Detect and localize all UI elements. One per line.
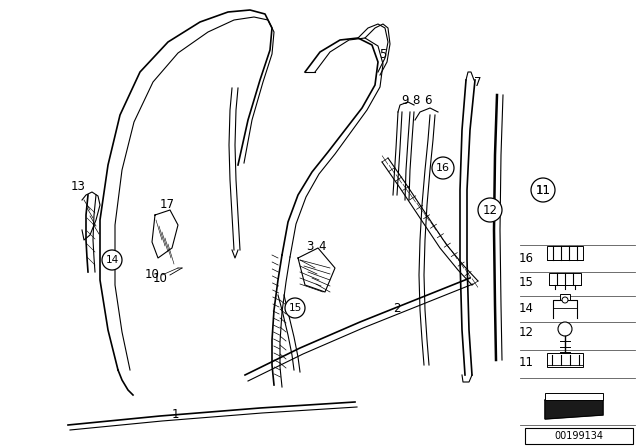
FancyBboxPatch shape: [525, 428, 633, 444]
Text: 2: 2: [393, 302, 401, 314]
Text: 6: 6: [424, 94, 432, 107]
Text: 14: 14: [106, 255, 118, 265]
Text: 8: 8: [412, 94, 420, 107]
Text: 15: 15: [518, 276, 533, 289]
Circle shape: [432, 157, 454, 179]
Text: 14: 14: [518, 302, 534, 314]
Text: 4: 4: [318, 241, 326, 254]
Text: 5: 5: [380, 48, 387, 61]
Circle shape: [531, 178, 555, 202]
Text: 7: 7: [474, 76, 482, 89]
Text: 17: 17: [159, 198, 175, 211]
Polygon shape: [152, 210, 178, 258]
FancyBboxPatch shape: [560, 294, 570, 300]
FancyBboxPatch shape: [547, 246, 583, 260]
Text: 10: 10: [145, 268, 160, 281]
Text: 12: 12: [518, 327, 534, 340]
Text: 16: 16: [436, 163, 450, 173]
Circle shape: [562, 297, 568, 303]
Circle shape: [478, 198, 502, 222]
Text: 13: 13: [70, 181, 85, 194]
FancyBboxPatch shape: [547, 353, 583, 367]
Text: 1: 1: [172, 409, 179, 422]
Text: 15: 15: [289, 303, 301, 313]
Text: 11: 11: [518, 356, 534, 369]
Circle shape: [102, 250, 122, 270]
Text: 12: 12: [483, 203, 497, 216]
Text: 10: 10: [153, 271, 168, 284]
Polygon shape: [545, 400, 603, 419]
Polygon shape: [298, 248, 335, 292]
Text: 16: 16: [518, 251, 534, 264]
FancyBboxPatch shape: [549, 273, 581, 285]
FancyBboxPatch shape: [545, 393, 603, 400]
Text: 9: 9: [401, 94, 409, 107]
Text: 3: 3: [307, 241, 314, 254]
Text: 00199134: 00199134: [554, 431, 604, 441]
Text: 11: 11: [536, 184, 550, 197]
Circle shape: [285, 298, 305, 318]
Circle shape: [558, 322, 572, 336]
Text: 11: 11: [536, 184, 550, 197]
